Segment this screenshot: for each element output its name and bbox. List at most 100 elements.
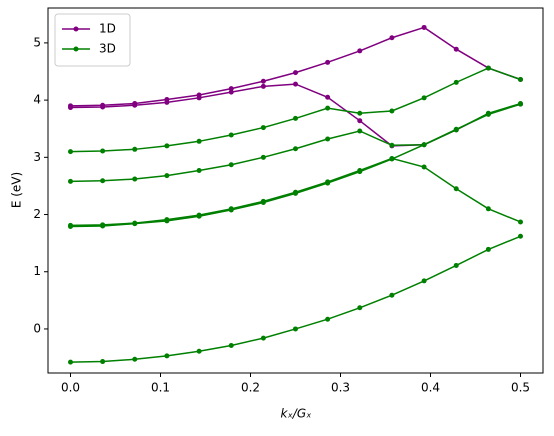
point [453, 127, 459, 133]
point [196, 95, 202, 101]
x-tick-label: 0.5 [511, 381, 530, 395]
point [421, 24, 427, 30]
point [325, 179, 331, 185]
point [518, 219, 523, 225]
point [132, 146, 138, 152]
point [357, 118, 363, 124]
y-tick-label: 3 [33, 150, 41, 164]
point [68, 222, 73, 228]
point [260, 125, 266, 131]
point [100, 178, 106, 184]
point [164, 99, 170, 105]
x-tick-label: 0.4 [421, 381, 440, 395]
legend-marker [73, 46, 79, 52]
point [421, 142, 427, 148]
point [325, 105, 331, 111]
legend-label: 3D [99, 42, 116, 56]
point [485, 246, 491, 252]
point [485, 65, 491, 71]
point [293, 189, 298, 195]
point [357, 110, 363, 116]
point [164, 217, 170, 223]
point [228, 89, 234, 95]
plot-frame [47, 7, 544, 374]
band-line [70, 103, 521, 228]
x-tick-label: 0.2 [241, 381, 260, 395]
y-tick-label: 2 [33, 207, 41, 221]
point [421, 164, 427, 170]
y-axis-label: E (eV) [10, 172, 24, 208]
point [293, 70, 298, 76]
point [453, 262, 459, 268]
point [453, 79, 459, 85]
band-line [70, 235, 521, 363]
point [228, 86, 234, 92]
point [325, 59, 331, 65]
point [389, 108, 395, 114]
y-tick-label: 1 [33, 264, 41, 278]
point [325, 136, 331, 142]
point [357, 128, 363, 134]
point [485, 110, 491, 116]
band-line [70, 26, 521, 107]
point [357, 48, 363, 54]
point [196, 212, 202, 218]
point [518, 77, 523, 83]
point [357, 167, 363, 173]
point [164, 173, 170, 179]
point [100, 222, 106, 228]
point [389, 292, 395, 298]
point [389, 35, 395, 41]
point [196, 167, 202, 173]
x-tick-label: 0.0 [61, 381, 80, 395]
point [228, 343, 234, 349]
point [196, 348, 202, 354]
x-axis-label: kₓ/Gₓ [281, 407, 312, 421]
point [485, 206, 491, 212]
band-line [70, 83, 521, 147]
point [421, 95, 427, 101]
point [325, 316, 331, 322]
x-tick-label: 0.3 [331, 381, 350, 395]
point [260, 83, 266, 89]
point [100, 104, 106, 110]
point [68, 105, 73, 111]
point [518, 233, 523, 239]
point [100, 148, 106, 154]
point [389, 142, 395, 148]
point [228, 206, 234, 212]
y-tick-label: 5 [33, 35, 41, 49]
legend-box [54, 13, 131, 67]
legend-label: 1D [99, 22, 116, 36]
point [293, 146, 298, 152]
point [132, 356, 138, 362]
band-line [70, 102, 521, 183]
point [293, 115, 298, 121]
point [357, 305, 363, 311]
point [293, 81, 298, 87]
point [68, 178, 73, 184]
point [164, 143, 170, 149]
legend-marker [73, 26, 79, 32]
point [260, 198, 266, 204]
point [260, 154, 266, 160]
point [68, 149, 73, 155]
point [228, 162, 234, 168]
band-line [70, 67, 521, 153]
point [421, 278, 427, 284]
x-tick-label: 0.1 [151, 381, 170, 395]
point [325, 94, 331, 100]
y-tick-label: 4 [33, 93, 41, 107]
point [164, 353, 170, 359]
point [68, 359, 73, 365]
point [518, 101, 523, 107]
point [453, 186, 459, 192]
point [260, 78, 266, 84]
point [132, 102, 138, 108]
point [132, 176, 138, 182]
point [228, 132, 234, 138]
point [260, 335, 266, 341]
point [196, 138, 202, 144]
point [293, 326, 298, 332]
point [100, 359, 106, 365]
